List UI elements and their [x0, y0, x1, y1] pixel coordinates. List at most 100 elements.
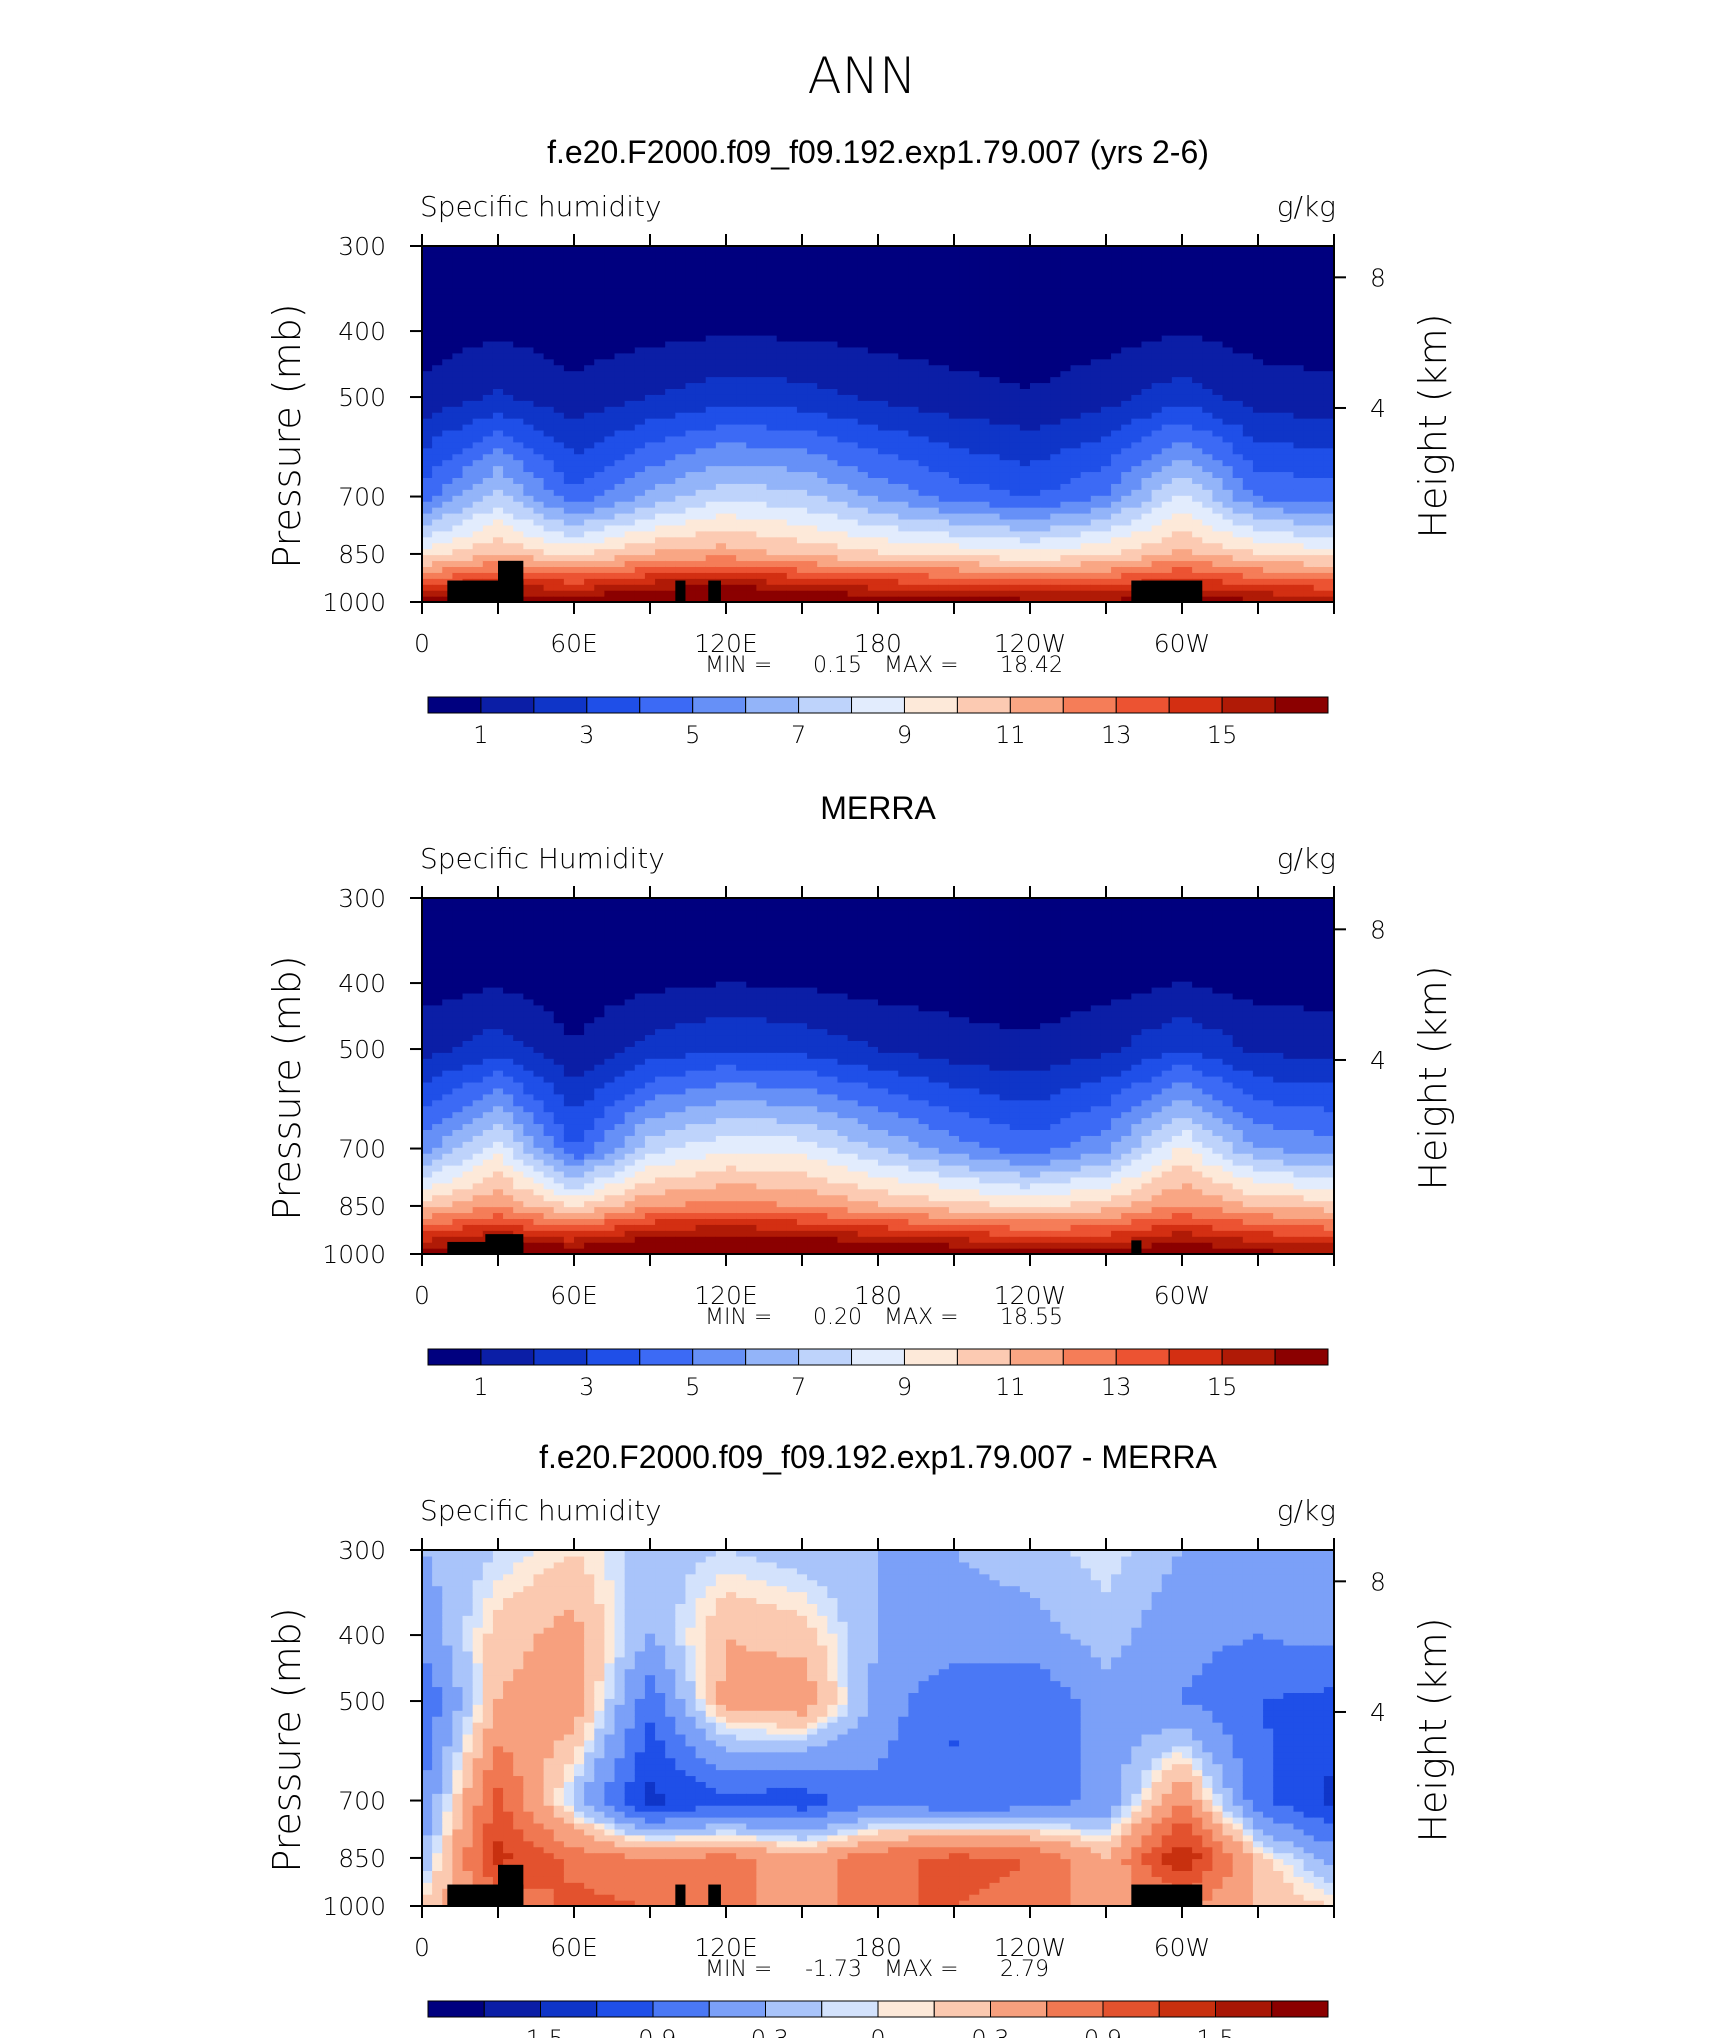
contour-cell — [1080, 459, 1092, 467]
contour-cell — [938, 524, 950, 532]
contour-cell — [898, 429, 909, 437]
contour-cell — [685, 489, 697, 496]
contour-cell — [634, 471, 646, 478]
contour-cell — [665, 447, 676, 455]
contour-cell — [655, 352, 666, 360]
contour-cell — [644, 281, 656, 289]
contour-cell — [1222, 400, 1234, 407]
contour-cell — [665, 388, 676, 395]
contour-cell — [1202, 317, 1213, 324]
contour-cell — [979, 311, 991, 318]
contour-cell — [1232, 483, 1244, 490]
contour-cell — [1131, 358, 1143, 366]
contour-cell — [1090, 376, 1102, 384]
contour-cell — [492, 441, 504, 449]
contour-cell — [675, 453, 687, 461]
contour-cell — [1171, 418, 1183, 425]
contour-cell — [1161, 507, 1173, 514]
contour-cell — [685, 453, 697, 461]
contour-cell — [624, 471, 636, 478]
contour-cell — [533, 287, 545, 295]
contour-cell — [503, 412, 514, 419]
contour-cell — [746, 572, 757, 579]
contour-cell — [736, 465, 747, 473]
contour-cell — [756, 251, 768, 259]
contour-cell — [523, 590, 535, 597]
contour-cell — [553, 251, 565, 259]
contour-cell — [989, 596, 1001, 602]
contour-cell — [503, 406, 514, 413]
contour-cell — [715, 406, 727, 413]
contour-cell — [817, 578, 828, 585]
contour-cell — [898, 495, 909, 502]
contour-cell — [938, 418, 950, 425]
contour-cell — [705, 311, 717, 318]
contour-cell — [513, 352, 524, 360]
contour-cell — [1171, 281, 1183, 289]
contour-cell — [553, 530, 565, 538]
contour-cell — [1182, 507, 1193, 514]
contour-cell — [908, 376, 920, 384]
contour-cell — [1111, 441, 1122, 449]
contour-cell — [979, 305, 991, 312]
contour-cell — [1009, 518, 1021, 526]
contour-cell — [1050, 548, 1061, 556]
contour-cell — [786, 501, 798, 508]
contour-cell — [1121, 584, 1132, 591]
contour-cell — [999, 530, 1011, 538]
contour-cell — [746, 317, 757, 324]
contour-cell — [594, 596, 605, 602]
contour-cell — [918, 566, 930, 573]
contour-cell — [442, 453, 453, 461]
contour-cell — [736, 554, 747, 562]
contour-cell — [634, 536, 646, 544]
contour-cell — [1131, 447, 1143, 455]
contour-cell — [918, 251, 930, 259]
contour-cell — [1252, 358, 1264, 366]
contour-cell — [594, 251, 605, 259]
contour-cell — [1111, 388, 1122, 395]
contour-cell — [938, 340, 950, 348]
contour-cell — [634, 358, 646, 366]
contour-cell — [928, 507, 940, 514]
contour-cell — [847, 459, 859, 467]
contour-cell — [898, 299, 909, 306]
contour-cell — [908, 578, 920, 585]
contour-cell — [604, 518, 616, 526]
contour-cell — [1111, 346, 1122, 354]
contour-cell — [1252, 524, 1264, 532]
contour-cell — [553, 435, 565, 443]
contour-cell — [807, 495, 818, 502]
contour-cell — [665, 364, 676, 372]
contour-cell — [807, 447, 818, 455]
contour-cell — [705, 281, 717, 289]
contour-cell — [918, 572, 930, 579]
contour-cell — [979, 299, 991, 306]
contour-cell — [959, 358, 970, 366]
contour-cell — [969, 305, 980, 312]
contour-cell — [655, 281, 666, 289]
contour-cell — [1050, 246, 1061, 253]
contour-cell — [634, 323, 646, 330]
contour-cell — [1171, 424, 1183, 431]
contour-cell — [604, 400, 616, 407]
contour-cell — [969, 489, 980, 496]
contour-cell — [726, 424, 737, 431]
contour-cell — [867, 465, 879, 473]
contour-cell — [1009, 418, 1021, 425]
contour-cell — [888, 311, 899, 318]
contour-cell — [786, 346, 798, 354]
contour-cell — [888, 370, 899, 378]
contour-cell — [1151, 447, 1163, 455]
contour-cell — [655, 572, 666, 579]
contour-cell — [888, 471, 899, 478]
contour-cell — [432, 518, 443, 526]
contour-cell — [1040, 507, 1051, 514]
contour-cell — [908, 287, 920, 295]
contour-cell — [513, 251, 524, 259]
contour-cell — [979, 424, 991, 431]
contour-cell — [948, 263, 960, 271]
contour-cell — [533, 412, 545, 419]
contour-cell — [766, 518, 778, 526]
contour-cell — [837, 281, 849, 289]
